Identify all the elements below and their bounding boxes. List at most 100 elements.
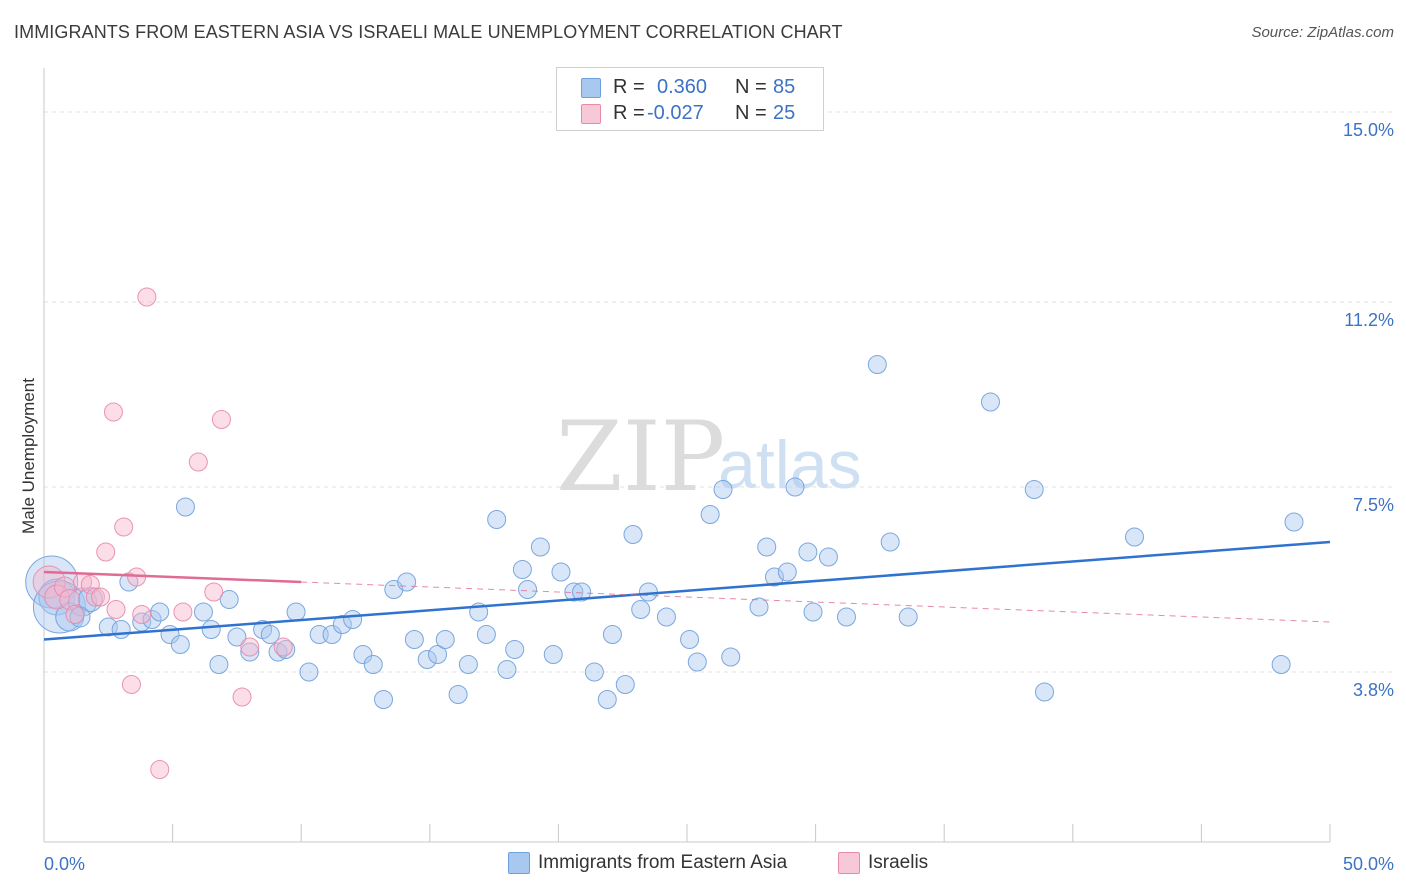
point-immigrants: [497, 660, 517, 679]
point-israelis: [80, 575, 100, 594]
watermark-zip: ZIP: [556, 401, 725, 513]
point-immigrants: [170, 635, 190, 654]
point-immigrants: [363, 655, 383, 674]
point-immigrants: [209, 655, 229, 674]
point-immigrants: [332, 615, 352, 634]
point-immigrants: [623, 525, 643, 544]
point-israelis: [32, 565, 66, 599]
point-immigrants: [1035, 682, 1055, 702]
point-immigrants: [700, 505, 720, 524]
point-immigrants: [818, 547, 838, 567]
point-immigrants: [798, 542, 818, 562]
point-immigrants: [785, 477, 805, 497]
correlation-legend: R = 0.360 N = 85 R = -0.027 N = 25: [556, 67, 824, 131]
point-immigrants: [777, 562, 797, 582]
x-tick-min: 0.0%: [44, 854, 85, 874]
point-israelis: [137, 287, 157, 307]
y-tick-label: 7.5%: [1353, 495, 1394, 515]
point-immigrants: [980, 392, 1000, 412]
point-israelis: [132, 605, 152, 624]
y-tick-label: 15.0%: [1343, 120, 1394, 140]
point-immigrants: [175, 497, 195, 517]
point-immigrants: [713, 480, 733, 499]
point-immigrants: [602, 625, 622, 644]
point-immigrants: [322, 625, 342, 644]
point-immigrants: [404, 630, 424, 649]
point-immigrants: [1024, 480, 1044, 499]
point-israelis: [204, 582, 224, 602]
point-israelis: [188, 452, 208, 472]
point-immigrants: [836, 607, 856, 627]
legend-swatch-pink: [581, 104, 601, 124]
legend-swatch-blue: [581, 78, 601, 98]
point-israelis: [173, 602, 193, 622]
legend-swatch-immigrants: [508, 852, 530, 874]
point-immigrants: [260, 625, 280, 644]
point-immigrants: [518, 580, 538, 599]
legend-label-immigrants: Immigrants from Eastern Asia: [538, 852, 788, 873]
point-immigrants: [68, 587, 98, 617]
point-immigrants: [227, 627, 247, 647]
y-tick-label: 11.2%: [1344, 310, 1394, 330]
point-immigrants: [397, 572, 417, 592]
y-tick-labels: 3.8% 7.5% 11.2% 15.0%: [1343, 120, 1394, 700]
series-israelis: [32, 287, 293, 779]
point-immigrants: [193, 602, 213, 622]
y-axis-label: Male Unemployment: [19, 378, 38, 534]
point-israelis: [96, 542, 116, 562]
point-immigrants: [867, 355, 887, 374]
point-immigrants: [374, 690, 394, 709]
point-immigrants: [435, 630, 455, 649]
point-immigrants: [597, 690, 617, 709]
series-immigrants-eastern-asia: [25, 355, 1304, 709]
point-immigrants: [1284, 512, 1304, 532]
point-israelis: [91, 587, 111, 607]
point-immigrants: [564, 582, 584, 602]
point-immigrants: [150, 602, 170, 622]
point-immigrants: [1271, 655, 1291, 674]
point-immigrants: [572, 582, 592, 602]
point-israelis: [211, 410, 231, 429]
point-immigrants: [680, 630, 700, 649]
point-israelis: [240, 637, 260, 657]
point-israelis: [150, 760, 170, 779]
point-immigrants: [299, 662, 319, 682]
point-immigrants: [615, 675, 635, 694]
point-immigrants: [240, 642, 260, 662]
point-immigrants: [417, 650, 437, 669]
y-tick-label: 3.8%: [1353, 680, 1394, 700]
point-israelis: [65, 605, 85, 624]
point-immigrants: [111, 620, 131, 639]
legend-r-label: R =: [613, 76, 645, 98]
axes: [43, 68, 1331, 843]
point-israelis: [114, 517, 134, 537]
point-immigrants: [219, 590, 239, 609]
point-israelis: [273, 637, 293, 657]
trend-line-israelis: [43, 570, 302, 584]
legend-n-value: 25: [773, 102, 796, 124]
point-israelis: [121, 675, 141, 694]
point-israelis: [106, 600, 126, 619]
point-immigrants: [721, 647, 741, 667]
point-israelis: [85, 587, 105, 607]
chart-source: Source: ZipAtlas.com: [1251, 24, 1394, 41]
point-immigrants: [268, 642, 288, 662]
point-immigrants: [512, 560, 532, 579]
trend-lines: [43, 540, 1331, 641]
point-immigrants: [505, 640, 525, 659]
point-immigrants: [448, 685, 468, 704]
point-immigrants: [343, 610, 363, 629]
legend-r-label: R =: [613, 102, 645, 124]
legend-swatch-israelis: [838, 852, 860, 874]
legend-r-value: -0.027: [647, 102, 704, 124]
watermark-atlas: atlas: [718, 427, 862, 503]
point-immigrants: [458, 655, 478, 674]
legend-label-israelis: Israelis: [868, 852, 929, 873]
point-immigrants: [487, 510, 507, 529]
point-immigrants: [749, 597, 769, 617]
point-israelis: [44, 584, 70, 610]
point-immigrants: [276, 640, 296, 659]
point-immigrants: [543, 645, 563, 664]
legend-r-value: 0.360: [657, 76, 708, 98]
